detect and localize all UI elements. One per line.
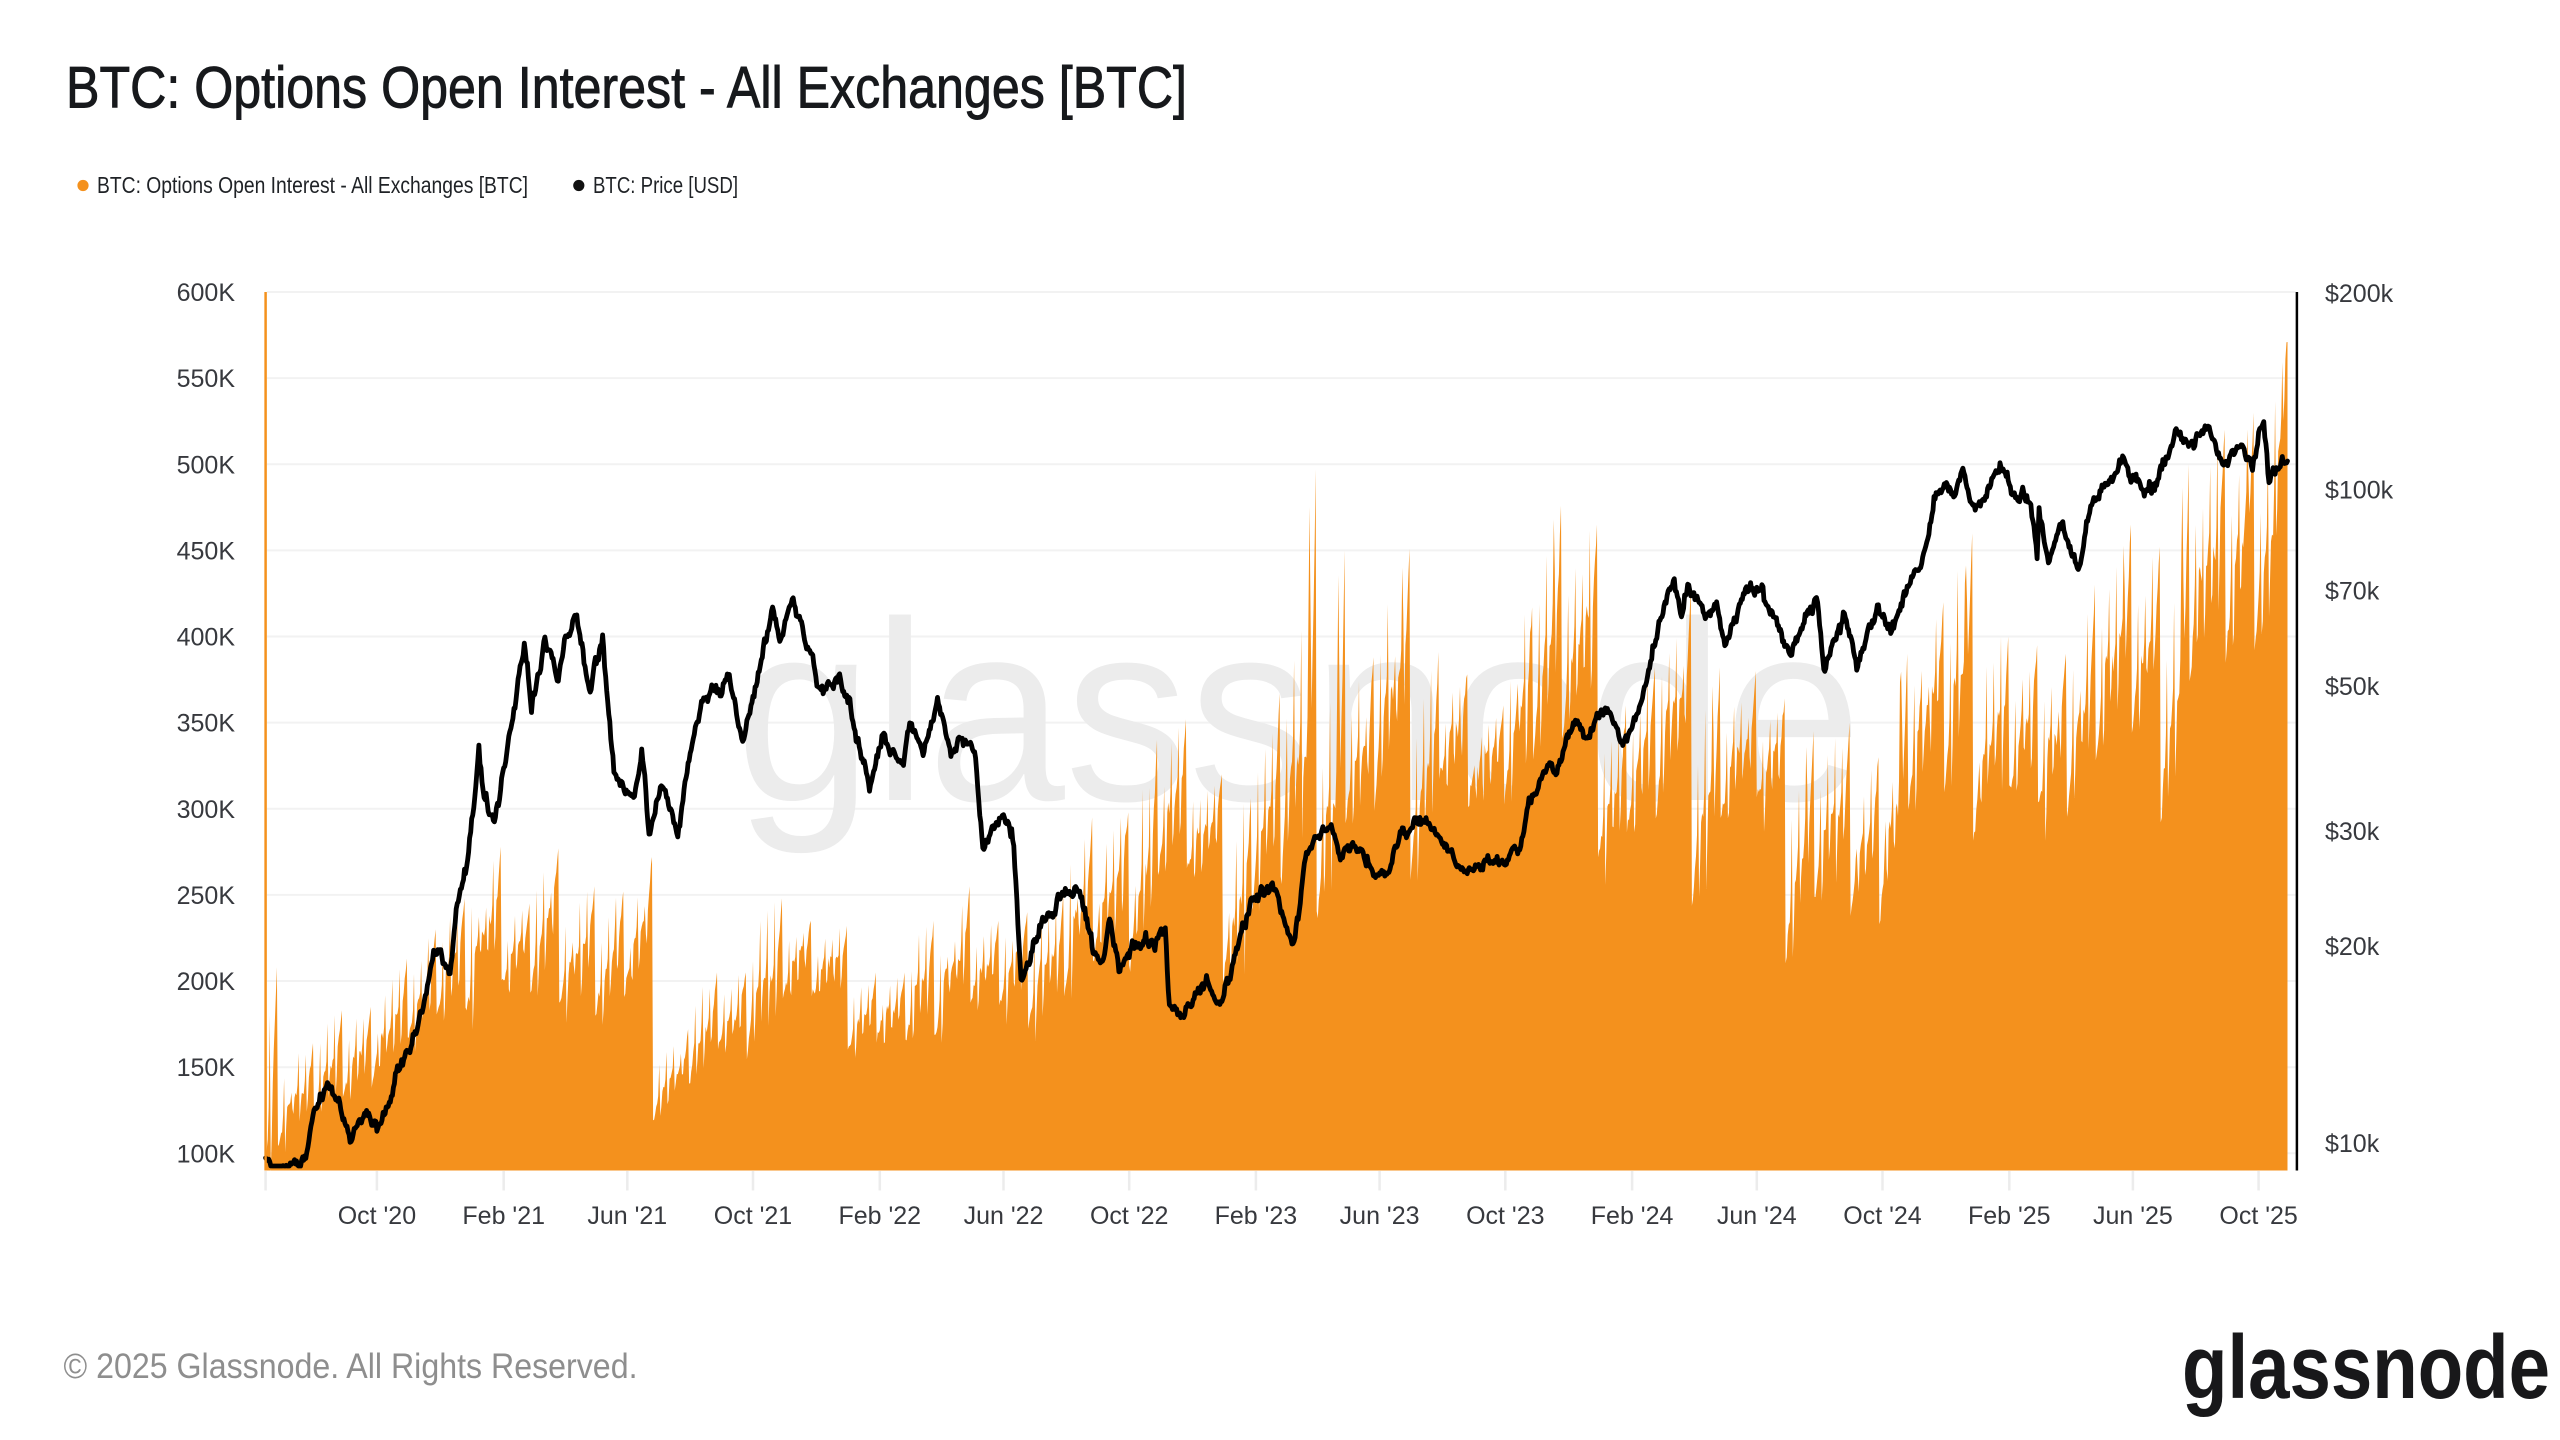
svg-text:glassnode: glassnode	[2182, 1318, 2550, 1418]
svg-text:250K: 250K	[177, 882, 236, 910]
svg-text:Feb '22: Feb '22	[838, 1202, 921, 1230]
svg-text:Jun '24: Jun '24	[1717, 1202, 1797, 1230]
svg-text:Oct '23: Oct '23	[1466, 1202, 1544, 1230]
svg-text:350K: 350K	[177, 710, 236, 738]
svg-text:$200k: $200k	[2325, 280, 2394, 308]
svg-text:Oct '24: Oct '24	[1843, 1202, 1922, 1230]
svg-text:$70k: $70k	[2325, 578, 2380, 606]
svg-text:Feb '24: Feb '24	[1591, 1202, 1674, 1230]
svg-text:200K: 200K	[177, 968, 236, 996]
svg-text:BTC: Price [USD]: BTC: Price [USD]	[593, 172, 738, 198]
svg-text:$100k: $100k	[2325, 477, 2394, 505]
svg-text:550K: 550K	[177, 365, 236, 393]
svg-text:500K: 500K	[177, 451, 236, 479]
svg-text:Oct '25: Oct '25	[2219, 1202, 2297, 1230]
svg-text:Oct '20: Oct '20	[338, 1202, 416, 1230]
svg-text:300K: 300K	[177, 796, 236, 824]
svg-text:Oct '21: Oct '21	[714, 1202, 792, 1230]
svg-text:Feb '21: Feb '21	[462, 1202, 545, 1230]
svg-text:$10k: $10k	[2325, 1130, 2380, 1158]
svg-text:Feb '23: Feb '23	[1215, 1202, 1298, 1230]
svg-text:BTC: Options Open Interest - A: BTC: Options Open Interest - All Exchang…	[97, 172, 528, 198]
svg-text:Jun '25: Jun '25	[2093, 1202, 2173, 1230]
svg-text:450K: 450K	[177, 537, 236, 565]
svg-text:Jun '23: Jun '23	[1340, 1202, 1420, 1230]
svg-text:$20k: $20k	[2325, 933, 2380, 961]
svg-text:100K: 100K	[177, 1140, 236, 1168]
svg-text:400K: 400K	[177, 624, 236, 652]
svg-text:Jun '22: Jun '22	[964, 1202, 1044, 1230]
svg-text:150K: 150K	[177, 1054, 236, 1082]
svg-text:Oct '22: Oct '22	[1090, 1202, 1168, 1230]
svg-text:BTC: Options Open Interest - A: BTC: Options Open Interest - All Exchang…	[66, 55, 1187, 120]
svg-text:$30k: $30k	[2325, 818, 2380, 846]
svg-text:Jun '21: Jun '21	[587, 1202, 667, 1230]
svg-text:$50k: $50k	[2325, 673, 2380, 701]
svg-text:600K: 600K	[177, 279, 236, 307]
svg-text:© 2025 Glassnode. All Rights R: © 2025 Glassnode. All Rights Reserved.	[64, 1347, 638, 1386]
svg-text:Feb '25: Feb '25	[1968, 1202, 2051, 1230]
